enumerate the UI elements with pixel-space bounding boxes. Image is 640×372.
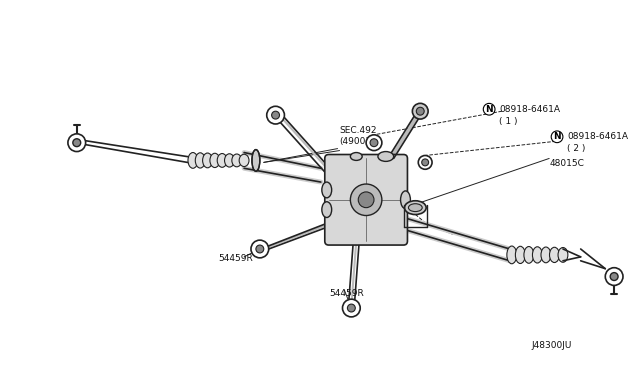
Ellipse shape — [515, 246, 525, 263]
Ellipse shape — [378, 151, 394, 161]
Text: 48015C: 48015C — [549, 159, 584, 168]
Ellipse shape — [532, 247, 542, 263]
Ellipse shape — [524, 247, 534, 263]
Text: 54459R: 54459R — [218, 254, 253, 263]
Ellipse shape — [195, 153, 205, 168]
Circle shape — [68, 134, 86, 151]
Ellipse shape — [322, 182, 332, 198]
Ellipse shape — [401, 191, 410, 209]
Ellipse shape — [239, 154, 249, 167]
Ellipse shape — [350, 153, 362, 160]
FancyBboxPatch shape — [10, 13, 620, 359]
Circle shape — [256, 245, 264, 253]
Ellipse shape — [558, 247, 568, 262]
Text: ( 2 ): ( 2 ) — [567, 144, 585, 153]
Ellipse shape — [541, 247, 551, 263]
Text: SEC.492
(49001): SEC.492 (49001) — [340, 126, 377, 146]
Ellipse shape — [252, 150, 260, 171]
Circle shape — [267, 106, 284, 124]
Circle shape — [422, 159, 429, 166]
Text: N: N — [485, 105, 493, 114]
Ellipse shape — [550, 247, 559, 263]
Circle shape — [73, 139, 81, 147]
Text: 08918-6461A: 08918-6461A — [567, 132, 628, 141]
Ellipse shape — [408, 204, 422, 212]
Circle shape — [419, 155, 432, 169]
Ellipse shape — [404, 201, 426, 215]
Circle shape — [605, 268, 623, 285]
Circle shape — [366, 135, 382, 151]
Ellipse shape — [217, 154, 227, 167]
Circle shape — [416, 107, 424, 115]
Ellipse shape — [322, 202, 332, 218]
Circle shape — [610, 273, 618, 280]
Ellipse shape — [188, 153, 198, 168]
Circle shape — [251, 240, 269, 258]
Text: N: N — [553, 132, 561, 141]
Ellipse shape — [203, 153, 212, 168]
Circle shape — [271, 111, 280, 119]
Ellipse shape — [507, 246, 516, 264]
Ellipse shape — [210, 153, 220, 167]
Circle shape — [350, 184, 382, 215]
Circle shape — [358, 192, 374, 208]
Ellipse shape — [232, 154, 242, 167]
Text: J48300JU: J48300JU — [531, 341, 572, 350]
Circle shape — [348, 304, 355, 312]
Ellipse shape — [225, 154, 234, 167]
Text: 54459R: 54459R — [330, 289, 364, 298]
Text: ( 1 ): ( 1 ) — [499, 116, 518, 125]
Text: 08918-6461A: 08918-6461A — [499, 105, 560, 114]
Circle shape — [370, 139, 378, 147]
FancyBboxPatch shape — [324, 154, 408, 245]
Circle shape — [342, 299, 360, 317]
Circle shape — [412, 103, 428, 119]
